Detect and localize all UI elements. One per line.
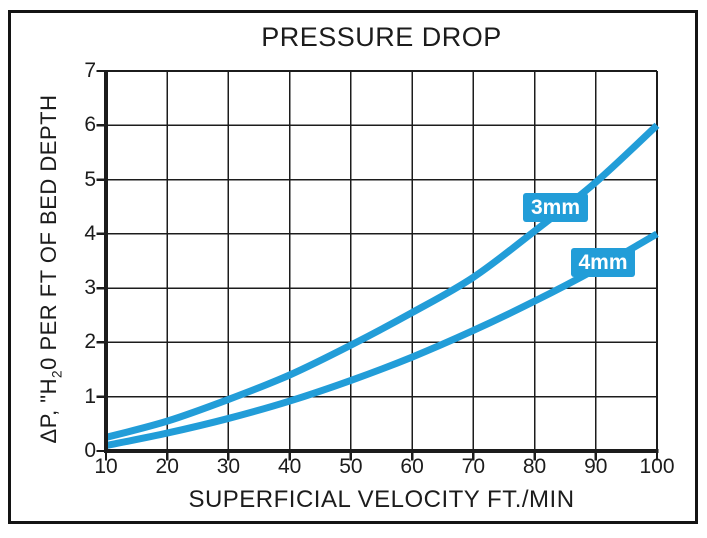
x-tick-label-80: 80 <box>522 455 547 478</box>
y-axis-title-subscript: 2 <box>49 369 65 378</box>
x-tick-label-70: 70 <box>461 455 485 478</box>
figure-border <box>8 10 698 524</box>
y-tick-label-0: 0 <box>84 439 96 462</box>
y-tick-label-4: 4 <box>84 221 96 245</box>
y-axis-title-suffix: 0 PER FT OF BED DEPTH <box>36 94 61 370</box>
y-tick-label-3: 3 <box>84 276 96 300</box>
x-tick-label-90: 90 <box>584 455 608 478</box>
x-tick-label-10: 10 <box>94 455 118 478</box>
chart-title: PRESSURE DROP <box>261 22 502 52</box>
series-label-3mm: 3mm <box>523 193 588 222</box>
curve-4mm <box>105 230 659 450</box>
x-tick-label-30: 30 <box>216 455 241 478</box>
y-axis-title: ΔP, "H20 PER FT OF BED DEPTH <box>36 54 65 484</box>
x-tick-label-50: 50 <box>339 455 363 478</box>
y-tick-label-5: 5 <box>84 167 96 191</box>
x-tick-label-20: 20 <box>155 455 179 478</box>
x-tick-label-60: 60 <box>400 455 424 478</box>
x-tick-label-100: 100 <box>639 455 675 478</box>
x-tick-label-40: 40 <box>277 455 302 478</box>
y-tick-label-6: 6 <box>84 113 96 137</box>
y-tick-label-2: 2 <box>84 330 96 354</box>
y-tick-label-7: 7 <box>84 59 96 82</box>
series-label-4mm: 4mm <box>571 248 635 277</box>
y-axis-title-prefix: ΔP, "H <box>36 377 61 444</box>
x-axis-title: SUPERFICIAL VELOCITY FT./MIN <box>188 486 575 513</box>
y-tick-label-1: 1 <box>84 384 96 408</box>
